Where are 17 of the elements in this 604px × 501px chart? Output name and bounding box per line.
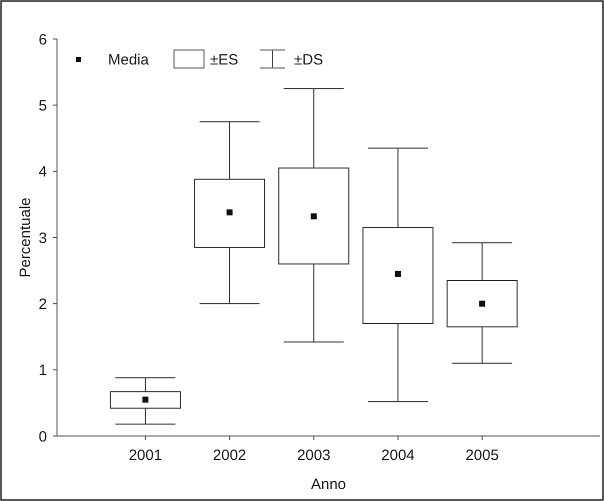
x-tick-label: 2002 bbox=[212, 447, 246, 464]
y-axis-title: Percentuale bbox=[17, 197, 34, 278]
x-tick-label: 2004 bbox=[381, 447, 415, 464]
y-tick-label: 4 bbox=[38, 164, 47, 181]
x-tick-label: 2001 bbox=[128, 447, 162, 464]
annotation: ±ES bbox=[210, 51, 238, 68]
x-tick-label: 2003 bbox=[297, 447, 330, 464]
y-tick-label: 6 bbox=[38, 31, 47, 48]
y-tick-label: 3 bbox=[38, 230, 47, 247]
annotation: ±DS bbox=[294, 51, 324, 68]
x-axis-title: Anno bbox=[310, 476, 346, 493]
x-tick-label: 2005 bbox=[465, 447, 499, 464]
y-tick-label: 2 bbox=[38, 296, 47, 313]
y-tick-label: 0 bbox=[38, 428, 47, 446]
y-tick-label: 1 bbox=[38, 362, 47, 380]
y-tick-label: 5 bbox=[38, 97, 47, 114]
annotation: Media bbox=[108, 51, 150, 68]
